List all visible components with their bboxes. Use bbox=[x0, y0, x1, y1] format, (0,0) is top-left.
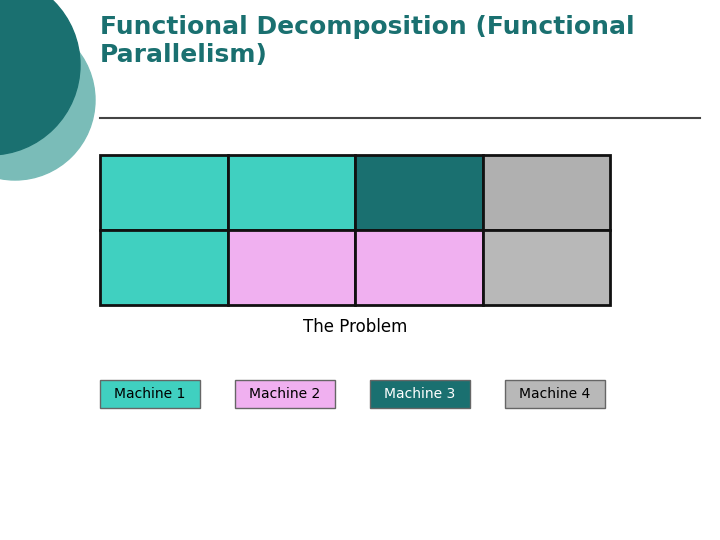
Text: Machine 1: Machine 1 bbox=[114, 387, 186, 401]
Bar bbox=[100, 155, 228, 230]
Text: Machine 2: Machine 2 bbox=[249, 387, 320, 401]
Bar bbox=[100, 380, 200, 408]
Text: Functional Decomposition (Functional
Parallelism): Functional Decomposition (Functional Par… bbox=[100, 15, 634, 67]
Bar bbox=[100, 230, 228, 305]
Bar bbox=[355, 155, 482, 230]
Text: The Problem: The Problem bbox=[303, 318, 408, 336]
Bar bbox=[228, 155, 355, 230]
Bar bbox=[482, 155, 610, 230]
Bar bbox=[482, 230, 610, 305]
Bar bbox=[505, 380, 605, 408]
Bar bbox=[235, 380, 335, 408]
Bar bbox=[228, 230, 355, 305]
Text: Machine 4: Machine 4 bbox=[519, 387, 590, 401]
Bar bbox=[370, 380, 470, 408]
Text: Machine 3: Machine 3 bbox=[384, 387, 456, 401]
Circle shape bbox=[0, 0, 80, 155]
Bar bbox=[355, 230, 482, 305]
Circle shape bbox=[0, 20, 95, 180]
